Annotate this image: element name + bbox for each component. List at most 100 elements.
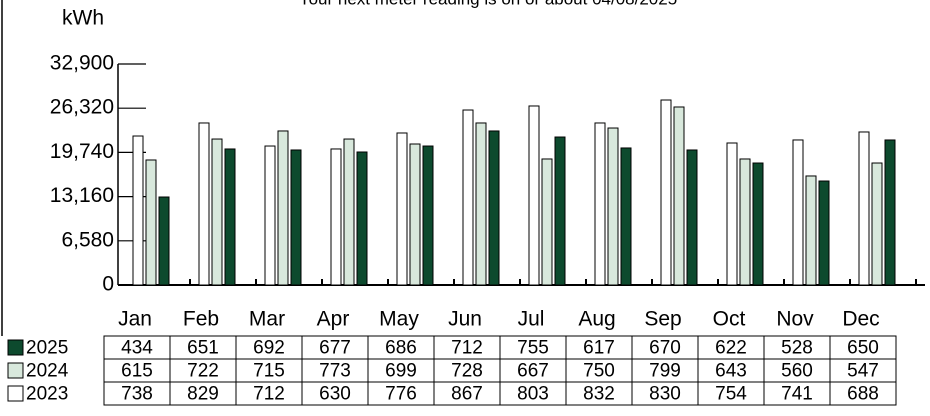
bar (686, 149, 698, 286)
y-tick-label: 0 (102, 273, 114, 296)
bar (290, 149, 302, 286)
table-value: 829 (187, 384, 219, 405)
bar (871, 162, 883, 286)
bar (620, 147, 632, 286)
table-value: 670 (649, 338, 681, 359)
bar (884, 139, 896, 286)
bar (409, 143, 421, 286)
bar (264, 145, 276, 286)
table-value: 755 (517, 338, 549, 359)
legend-label: 2023 (26, 384, 68, 405)
bar (528, 105, 540, 286)
y-tick-label: 13,160 (50, 184, 114, 207)
table-value: 712 (451, 338, 483, 359)
table-value: 776 (385, 384, 417, 405)
table-value: 728 (451, 361, 483, 382)
table-value: 677 (319, 338, 351, 359)
table-value: 692 (253, 338, 285, 359)
y-tick-label: 26,320 (50, 96, 114, 119)
table-value: 560 (781, 361, 813, 382)
bar (554, 136, 566, 286)
table-value: 738 (121, 384, 153, 405)
x-tick-label: May (379, 308, 419, 331)
bar (396, 132, 408, 286)
table-value: 617 (583, 338, 615, 359)
table-cell (829, 381, 897, 406)
table-value: 667 (517, 361, 549, 382)
table-value: 615 (121, 361, 153, 382)
bar (158, 196, 170, 286)
legend-swatch (7, 362, 24, 379)
bar (541, 158, 553, 286)
table-value: 699 (385, 361, 417, 382)
bar (805, 175, 817, 286)
bar (343, 138, 355, 286)
x-tick-label: Dec (842, 308, 879, 331)
bar (145, 159, 157, 286)
bar (330, 148, 342, 286)
table-value: 799 (649, 361, 681, 382)
bar (462, 109, 474, 286)
table-value: 754 (715, 384, 747, 405)
table-value: 630 (319, 384, 351, 405)
bar (356, 151, 368, 286)
bar (422, 145, 434, 286)
table-value: 773 (319, 361, 351, 382)
table-value: 715 (253, 361, 285, 382)
bar (594, 122, 606, 286)
bar (792, 139, 804, 286)
table-value: 547 (847, 361, 879, 382)
y-axis-label: kWh (62, 7, 104, 30)
table-value: 803 (517, 384, 549, 405)
legend-label: 2025 (26, 338, 68, 359)
bar (818, 180, 830, 286)
bar (475, 122, 487, 286)
x-tick-label: Sep (644, 308, 681, 331)
x-tick-label: Aug (578, 308, 615, 331)
bar (673, 106, 685, 286)
table-value: 528 (781, 338, 813, 359)
table-value: 867 (451, 384, 483, 405)
y-tick-label: 6,580 (61, 228, 114, 251)
table-value: 830 (649, 384, 681, 405)
bar (607, 127, 619, 286)
bar (211, 138, 223, 286)
bar (858, 131, 870, 286)
table-value: 651 (187, 338, 219, 359)
x-tick-label: Jun (448, 308, 482, 331)
bar (488, 130, 500, 286)
bar (132, 135, 144, 286)
bar (752, 162, 764, 286)
table-value: 686 (385, 338, 417, 359)
y-tick-label: 32,900 (50, 52, 114, 75)
table-value: 712 (253, 384, 285, 405)
x-tick-label: Nov (776, 308, 814, 331)
x-tick-label: Jan (118, 308, 152, 331)
legend-label: 2024 (26, 361, 69, 382)
x-tick-label: Feb (183, 308, 219, 331)
legend-swatch (7, 385, 24, 402)
table-value: 434 (121, 338, 153, 359)
x-tick-label: Apr (317, 308, 350, 331)
table-value: 622 (715, 338, 747, 359)
bar (224, 148, 236, 286)
bar (660, 99, 672, 286)
bar (726, 142, 738, 286)
table-value: 722 (187, 361, 219, 382)
table-value: 750 (583, 361, 615, 382)
chart-title: Your next meter reading is on or about 0… (299, 0, 677, 8)
table-value: 650 (847, 338, 879, 359)
table-value: 832 (583, 384, 615, 405)
table-value: 741 (781, 384, 813, 405)
bar (198, 122, 210, 286)
y-tick-label: 19,740 (50, 140, 114, 163)
table-value: 643 (715, 361, 747, 382)
bar (277, 130, 289, 286)
table-value: 688 (847, 384, 879, 405)
x-tick-label: Oct (713, 308, 746, 331)
x-tick-label: Mar (249, 308, 285, 331)
legend-swatch (7, 339, 24, 356)
bar (739, 158, 751, 286)
x-tick-label: Jul (518, 308, 545, 331)
